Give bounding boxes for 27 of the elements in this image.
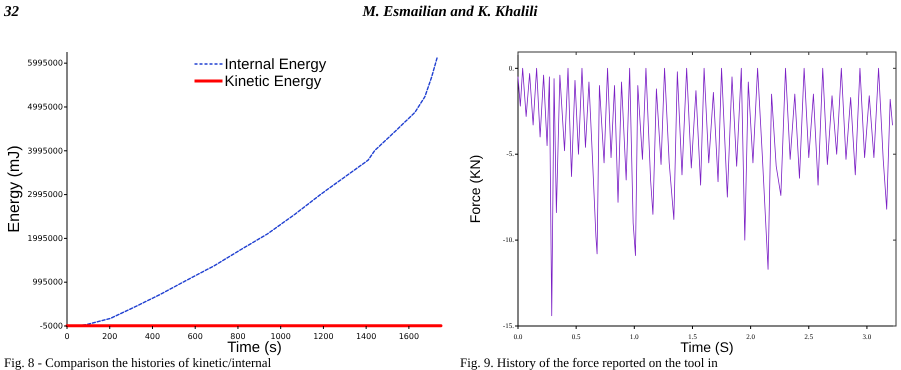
x-tick-label: 1600 <box>398 332 420 341</box>
y-tick-label: 2995000 <box>27 190 63 200</box>
text: M. Esmailian and K. Khalili <box>361 4 538 20</box>
x-tick-label: 1200 <box>313 332 334 341</box>
legend-label: Kinetic Energy <box>224 73 322 90</box>
caption: Fig. 8 - Comparison the histories of kinetic/internal <box>4 355 272 370</box>
y-axis-title: Force (KN) <box>467 154 483 224</box>
y-tick-label: 995000 <box>32 278 63 287</box>
y-tick-label: 3995000 <box>27 146 63 156</box>
y-tick-label: 4995000 <box>27 102 63 112</box>
x-axis-title: Time (s) <box>227 339 282 356</box>
y-tick-label: -5000 <box>40 322 63 330</box>
x-axis-title: Time (S) <box>680 339 734 355</box>
x-tick-label: 1000 <box>270 332 291 341</box>
legend-label: Internal Energy <box>224 56 327 73</box>
x-tick-label: 400 <box>144 332 160 341</box>
x-tick-label: 600 <box>188 332 203 341</box>
caption: Fig. 9. History of the force reported on the tool in <box>460 355 718 370</box>
line-series <box>518 68 893 316</box>
x-tick-label: 1400 <box>356 332 376 341</box>
y-tick-label: 1995000 <box>27 234 63 243</box>
y-tick-label: 5995000 <box>27 58 63 68</box>
y-axis-title: Energy (mJ) <box>6 145 23 233</box>
x-tick-label: 800 <box>230 332 246 341</box>
x-tick-label: 0 <box>64 332 70 341</box>
x-tick-label: 200 <box>102 332 118 341</box>
text: 32 <box>3 4 20 20</box>
